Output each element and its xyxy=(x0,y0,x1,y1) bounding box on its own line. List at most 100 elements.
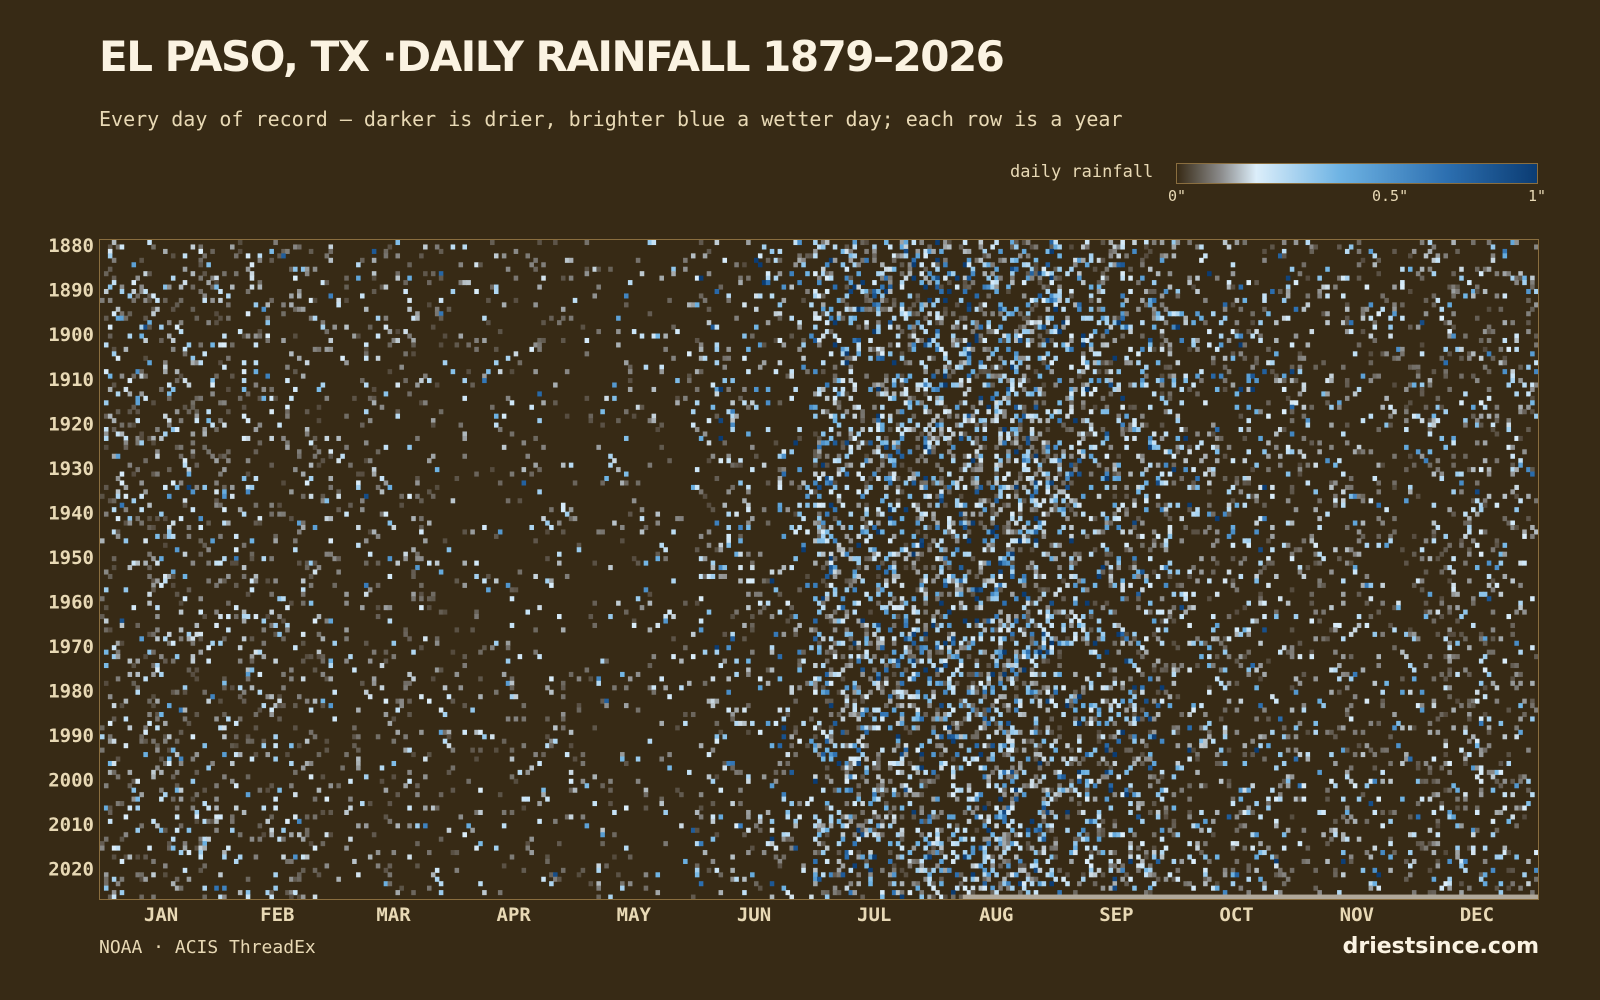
heatmap-cell xyxy=(281,302,286,308)
heatmap-cell xyxy=(1045,605,1051,611)
heatmap-cell xyxy=(927,444,932,450)
heatmap-cell xyxy=(312,297,318,303)
heatmap-cell xyxy=(895,253,901,259)
heatmap-cell xyxy=(1159,382,1165,388)
heatmap-cell xyxy=(1455,284,1460,290)
heatmap-cell xyxy=(1486,386,1492,392)
heatmap-cell xyxy=(395,337,401,344)
heatmap-cell xyxy=(931,565,936,571)
heatmap-cell xyxy=(1254,573,1259,579)
heatmap-cell xyxy=(1171,378,1177,384)
heatmap-cell xyxy=(1128,427,1133,433)
heatmap-cell xyxy=(1423,609,1429,615)
heatmap-cell xyxy=(935,320,940,326)
heatmap-cell xyxy=(1250,373,1255,379)
heatmap-cell xyxy=(899,547,905,553)
heatmap-cell xyxy=(111,240,117,246)
heatmap-cell xyxy=(1151,306,1157,312)
heatmap-cell xyxy=(1502,369,1508,375)
heatmap-cell xyxy=(1092,369,1098,375)
heatmap-cell xyxy=(1258,435,1263,441)
heatmap-cell xyxy=(1242,355,1248,361)
heatmap-cell xyxy=(738,538,743,544)
heatmap-cell xyxy=(194,360,200,366)
heatmap-cell xyxy=(1061,622,1066,628)
heatmap-cell xyxy=(864,524,869,531)
heatmap-cell xyxy=(1419,240,1425,246)
heatmap-cell xyxy=(813,618,818,624)
heatmap-cell xyxy=(198,244,204,250)
heatmap-cell xyxy=(1080,391,1086,397)
heatmap-cell xyxy=(714,547,720,553)
heatmap-cell xyxy=(371,395,377,401)
heatmap-cell xyxy=(1057,378,1062,384)
heatmap-cell xyxy=(1120,529,1125,535)
heatmap-cell xyxy=(103,484,109,490)
heatmap-cell xyxy=(1120,404,1125,410)
heatmap-cell xyxy=(572,480,578,486)
heatmap-cell xyxy=(308,493,314,499)
heatmap-cell xyxy=(998,587,1003,593)
heatmap-cell xyxy=(1380,293,1385,299)
heatmap-cell xyxy=(1415,369,1421,375)
heatmap-cell xyxy=(931,275,936,281)
heatmap-cell xyxy=(947,440,952,446)
heatmap-cell xyxy=(210,538,215,544)
heatmap-cell xyxy=(1029,337,1035,344)
heatmap-cell xyxy=(1337,400,1342,406)
heatmap-cell xyxy=(391,337,397,344)
heatmap-cell xyxy=(123,346,129,352)
heatmap-cell xyxy=(840,551,846,557)
heatmap-cell xyxy=(127,293,133,299)
heatmap-cell xyxy=(844,355,850,361)
heatmap-cell xyxy=(1088,471,1094,477)
heatmap-cell xyxy=(1388,413,1393,419)
heatmap-cell xyxy=(1080,449,1086,455)
heatmap-cell xyxy=(186,467,192,473)
heatmap-cell xyxy=(123,538,129,544)
heatmap-cell xyxy=(226,409,231,415)
heatmap-cell xyxy=(1175,444,1181,450)
heatmap-cell xyxy=(1049,275,1055,281)
heatmap-cell xyxy=(1010,257,1015,263)
heatmap-cell xyxy=(1151,542,1157,548)
heatmap-cell xyxy=(163,573,168,579)
heatmap-cell xyxy=(568,507,574,513)
heatmap-cell xyxy=(1144,253,1149,259)
heatmap-cell xyxy=(588,413,594,419)
heatmap-cell xyxy=(943,351,948,357)
heatmap-cell xyxy=(1014,306,1019,312)
heatmap-cell xyxy=(1167,311,1173,317)
heatmap-cell xyxy=(903,378,909,384)
heatmap-cell xyxy=(1380,462,1385,468)
heatmap-cell xyxy=(911,502,917,508)
heatmap-cell xyxy=(757,253,763,259)
heatmap-cell xyxy=(884,386,889,392)
heatmap-cell xyxy=(206,418,211,424)
heatmap-cell xyxy=(230,560,235,566)
heatmap-cell xyxy=(931,614,936,620)
heatmap-cell xyxy=(1348,244,1354,250)
heatmap-cell xyxy=(202,293,207,299)
heatmap-cell xyxy=(828,435,834,441)
heatmap-cell xyxy=(289,600,294,606)
heatmap-cell xyxy=(115,489,121,495)
heatmap-cell xyxy=(253,449,259,455)
heatmap-cell xyxy=(1207,578,1212,584)
heatmap-cell xyxy=(1352,391,1358,397)
heatmap-cell xyxy=(950,337,956,344)
heatmap-cell xyxy=(832,284,838,290)
heatmap-cell xyxy=(1002,360,1007,366)
heatmap-cell xyxy=(218,502,223,508)
heatmap-cell xyxy=(1313,244,1318,250)
heatmap-cell xyxy=(813,293,818,299)
heatmap-cell xyxy=(978,302,984,308)
heatmap-cell xyxy=(903,600,909,606)
heatmap-cell xyxy=(1262,297,1267,303)
heatmap-cell xyxy=(557,320,562,326)
heatmap-cell xyxy=(1029,507,1035,513)
heatmap-cell xyxy=(726,346,731,352)
heatmap-cell xyxy=(923,342,928,348)
heatmap-cell xyxy=(1029,297,1035,303)
heatmap-cell xyxy=(813,391,818,397)
